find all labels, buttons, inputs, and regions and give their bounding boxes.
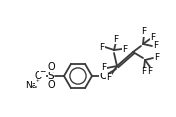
Text: F: F	[101, 64, 106, 73]
Text: O: O	[47, 80, 55, 90]
Text: F: F	[142, 27, 147, 37]
Text: F: F	[114, 35, 119, 44]
Text: F: F	[106, 73, 112, 82]
Text: −: −	[39, 68, 46, 77]
Text: Na: Na	[25, 82, 37, 91]
Text: F: F	[147, 66, 153, 75]
Text: ⁺: ⁺	[35, 80, 39, 86]
Text: F: F	[153, 42, 159, 51]
Text: F: F	[99, 42, 105, 51]
Text: S: S	[48, 71, 54, 81]
Text: F: F	[142, 68, 147, 77]
Text: O: O	[34, 71, 42, 81]
Text: F: F	[150, 33, 156, 42]
Text: F: F	[122, 44, 128, 53]
Text: F: F	[154, 53, 160, 62]
Text: O: O	[99, 71, 107, 81]
Text: O: O	[47, 62, 55, 72]
